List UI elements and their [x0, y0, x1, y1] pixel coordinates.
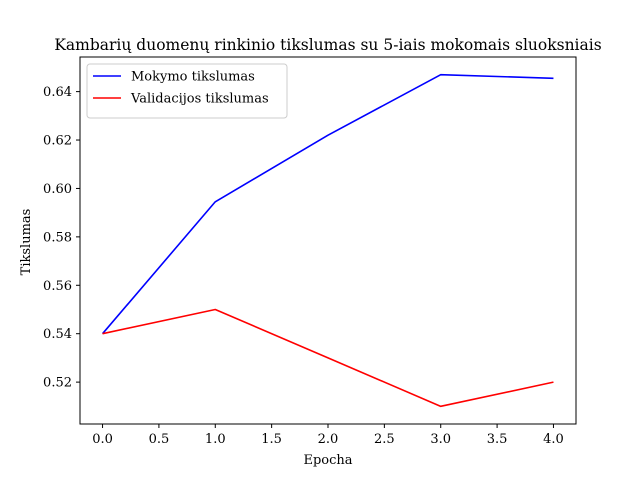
x-tick-label: 1.0	[205, 432, 226, 447]
legend-label: Mokymo tikslumas	[131, 70, 255, 85]
chart-title: Kambarių duomenų rinkinio tikslumas su 5…	[54, 36, 601, 54]
x-axis-ticks: 0.0 0.5 1.0 1.5 2.0 2.5 3.0 3.5 4.0	[92, 424, 564, 447]
series-line-2	[102, 308, 554, 408]
y-tick-label: 0.60	[43, 182, 72, 197]
x-tick-label: 2.0	[318, 432, 339, 447]
x-tick-label: 1.5	[261, 432, 282, 447]
x-tick-label: 2.5	[374, 432, 395, 447]
y-tick-label: 0.58	[43, 230, 72, 245]
y-tick-label: 0.54	[43, 327, 72, 342]
x-axis-label: Epocha	[303, 453, 352, 468]
y-tick-label: 0.52	[43, 376, 72, 391]
legend-box	[86, 63, 288, 119]
x-tick-label: 3.5	[487, 432, 508, 447]
y-tick-label: 0.64	[43, 85, 72, 100]
legend-label: Validacijos tikslumas	[130, 92, 269, 107]
axes-frame	[79, 56, 577, 425]
legend: Mokymo tikslumas Validacijos tikslumas	[86, 63, 288, 119]
y-tick-label: 0.56	[43, 279, 72, 294]
x-tick-label: 3.0	[430, 432, 451, 447]
y-axis-ticks: 0.52 0.54 0.56 0.58 0.60 0.62 0.64	[43, 85, 80, 391]
series-layer	[101, 73, 554, 408]
y-tick-label: 0.62	[43, 134, 72, 149]
y-axis-label: Tikslumas	[19, 209, 34, 276]
x-tick-label: 4.0	[543, 432, 564, 447]
series-line-1	[101, 73, 554, 335]
x-tick-label: 0.0	[92, 432, 113, 447]
x-tick-label: 0.5	[149, 432, 170, 447]
